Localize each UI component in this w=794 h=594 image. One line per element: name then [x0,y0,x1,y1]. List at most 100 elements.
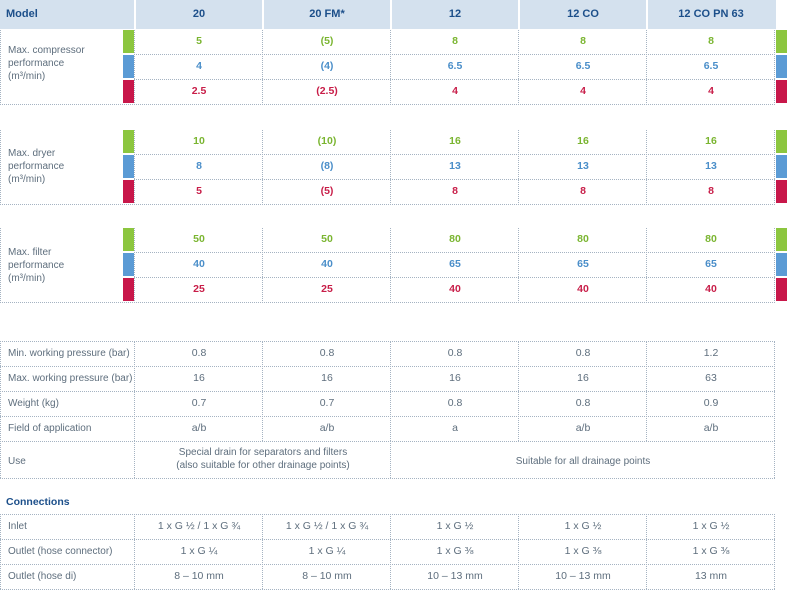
column-divider [774,130,775,205]
column-divider [390,441,391,478]
color-bar-green [123,130,134,153]
section-label: Max. compressor performance (m³/min) [8,44,85,83]
perf-value: 16 [449,135,461,147]
header-col-2: 20 FM* [309,8,345,20]
column-divider [774,341,775,441]
color-bar-red [776,180,787,203]
row-divider [0,104,775,105]
row-divider [134,277,775,278]
perf-value: 8 [452,185,458,197]
label-line: (m³/min) [8,174,46,185]
spec-value: 0.7 [319,397,335,409]
spec-value: 16 [193,372,205,384]
spec-value: 1.2 [703,347,719,359]
perf-value: 8 [580,35,586,47]
perf-value: (4) [320,60,334,72]
column-divider [774,228,775,303]
label-line: (m³/min) [8,273,46,284]
header-col-3: 12 [448,8,462,20]
spec-value: a [452,422,458,434]
perf-value: 10 [193,135,205,147]
color-bar-green [123,30,134,53]
color-bar-red [123,80,134,103]
column-divider [774,30,775,105]
label-line: performance [8,260,65,271]
column-divider [390,514,391,589]
spec-label: Weight (kg) [8,398,59,409]
column-divider [134,30,135,105]
perf-value: 6.5 [575,60,591,72]
perf-value: 8 [708,185,714,197]
section-label: Max. dryer performance (m³/min) [8,147,64,186]
row-divider [134,154,775,155]
perf-value: 2.5 [191,85,207,97]
color-bar-blue [123,55,134,78]
connection-value: 1 x G ½ [564,520,602,532]
perf-value: 4 [196,60,202,72]
row-divider [0,416,775,417]
perf-value: 40 [321,258,333,270]
spec-value: 0.8 [575,397,591,409]
spec-value: a/b [575,422,591,434]
connection-value: 1 x G ½ / 1 x G ¾ [285,520,369,532]
row-divider [134,54,775,55]
color-bar-blue [776,55,787,78]
spec-value: 0.9 [703,397,719,409]
color-bar-blue [123,253,134,276]
color-bar-red [123,278,134,301]
perf-value: (10) [317,135,337,147]
column-divider [518,130,519,205]
perf-value: 8 [708,35,714,47]
color-bar-green [776,228,787,251]
perf-value: 50 [193,233,205,245]
spec-value: 0.7 [191,397,207,409]
connection-value: 1 x G ½ / 1 x G ¾ [157,520,241,532]
connection-value: 1 x G ¼ [180,545,218,557]
perf-value: 16 [577,135,589,147]
spec-value: 16 [321,372,333,384]
row-divider [134,252,775,253]
connection-value: 10 – 13 mm [427,570,483,582]
spec-value: 16 [577,372,589,384]
color-bar-green [123,228,134,251]
label-line: Max. filter [8,247,52,258]
spec-value: a/b [191,422,207,434]
spec-label: Min. working pressure (bar) [8,348,130,359]
row-divider [0,204,775,205]
row-divider [0,564,775,565]
label-line: Max. dryer [8,148,56,159]
column-divider [0,130,1,205]
perf-value: 16 [705,135,717,147]
row-divider [0,302,775,303]
column-divider [262,130,263,205]
connection-value: 8 – 10 mm [302,570,352,582]
column-divider [262,514,263,589]
column-divider [774,441,775,478]
row-divider [0,589,775,590]
column-divider [262,341,263,441]
column-divider [134,341,135,441]
perf-value: (5) [320,185,334,197]
column-divider [518,341,519,441]
spec-label: Field of application [8,423,92,434]
connection-label: Inlet [8,521,27,532]
column-divider [518,514,519,589]
spec-value: 16 [449,372,461,384]
header-col-5: 12 CO PN 63 [678,8,744,20]
perf-value: 8 [452,35,458,47]
column-divider [0,514,1,589]
column-divider [134,130,135,205]
connection-value: 10 – 13 mm [555,570,611,582]
header-col-4: 12 CO [567,8,599,20]
column-divider [0,228,1,303]
perf-value: 8 [196,160,202,172]
connections-title: Connections [6,496,70,508]
spec-value: 63 [705,372,717,384]
row-divider [0,391,775,392]
column-divider [518,228,519,303]
connection-value: 1 x G ¼ [308,545,346,557]
spec-value: 0.8 [447,397,463,409]
color-bar-red [123,180,134,203]
perf-value: (5) [320,35,334,47]
column-divider [390,228,391,303]
